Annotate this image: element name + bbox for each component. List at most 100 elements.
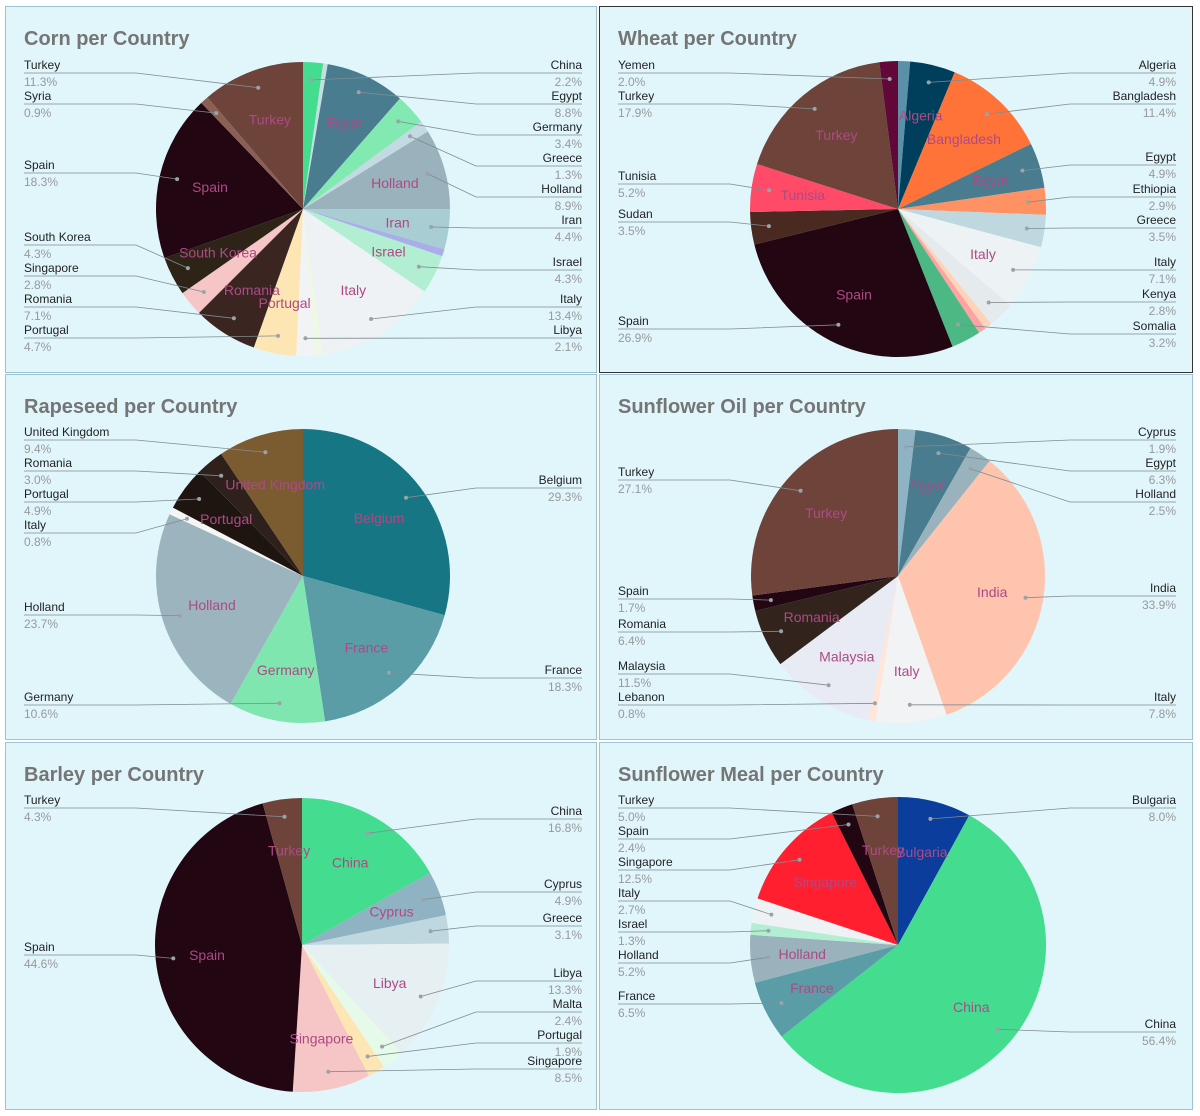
- legend-name: Romania: [24, 456, 72, 470]
- callout-italy: Italy 7.8%: [907, 690, 1176, 721]
- legend-percent: 3.4%: [555, 137, 583, 151]
- callout-dot: [428, 929, 433, 934]
- legend-percent: 56.4%: [1142, 1034, 1176, 1048]
- slice-belgium: [303, 429, 451, 616]
- slice-romania: [755, 576, 898, 665]
- callout-dot: [1020, 168, 1025, 173]
- callout-italy: Italy 13.4%: [369, 292, 582, 323]
- callout-dot: [421, 897, 426, 902]
- slice-label-bangladesh: Bangladesh: [927, 131, 1001, 147]
- callout-spain: Spain 18.3%: [24, 158, 180, 189]
- slice-holland: [898, 448, 990, 576]
- legend-percent: 0.8%: [618, 707, 646, 721]
- pie-slices: [156, 62, 451, 356]
- callout-dot: [956, 322, 960, 327]
- slice-label-algeria: Algeria: [899, 108, 943, 124]
- legend-name: Italy: [24, 518, 46, 532]
- callout-dot: [836, 322, 841, 327]
- slice-tunisia: [749, 163, 898, 213]
- callout-dot: [1023, 595, 1028, 600]
- callout-sudan: Sudan 3.5%: [618, 207, 771, 238]
- legend-name: Sudan: [618, 207, 653, 221]
- callout-dot: [1024, 226, 1029, 231]
- callout-dot: [429, 225, 434, 229]
- slice-other-7: [303, 209, 445, 257]
- callout-greece: Greece 3.5%: [1024, 213, 1177, 244]
- slice-label-egypt: Egypt: [326, 115, 362, 131]
- callout-dot: [1026, 200, 1031, 205]
- slice-other-8: [898, 209, 992, 329]
- callout-romania: Romania 3.0%: [24, 456, 224, 487]
- callout-line: [618, 103, 815, 110]
- callout-dot: [985, 112, 990, 117]
- legend-name: Ethiopia: [1133, 182, 1177, 196]
- chart-title: Sunflower Meal per Country: [618, 764, 884, 786]
- slice-algeria: [898, 61, 955, 209]
- legend-name: Tunisia: [618, 169, 657, 183]
- legend-percent: 5.2%: [618, 965, 646, 979]
- callout-cyprus: Cyprus 4.9%: [421, 877, 582, 908]
- callout-germany: Germany 3.4%: [396, 119, 582, 151]
- legend-name: Romania: [618, 617, 666, 631]
- slice-singapore: [182, 209, 303, 313]
- slice-bangladesh: [898, 72, 1031, 209]
- legend-name: Somalia: [1133, 319, 1177, 333]
- legend-name: India: [1150, 581, 1176, 595]
- slice-romania: [199, 453, 303, 576]
- legend-name: Spain: [618, 584, 649, 598]
- callout-cyprus: Cyprus 1.9%: [903, 425, 1176, 456]
- legend-percent: 17.9%: [618, 106, 652, 120]
- slice-other-10: [303, 209, 323, 356]
- slice-malta: [302, 945, 402, 1067]
- callout-line: [24, 244, 189, 269]
- legend-name: Spain: [618, 314, 649, 328]
- callout-line: [427, 173, 582, 198]
- callout-line: [618, 824, 849, 840]
- slice-sudan: [750, 209, 898, 245]
- legend-percent: 1.3%: [555, 168, 583, 182]
- callout-line: [957, 324, 1176, 335]
- slice-label-tunisia: Tunisia: [780, 187, 825, 203]
- callout-dot: [185, 266, 190, 271]
- slice-united-kingdom: [221, 429, 303, 576]
- callout-holland: Holland 5.2%: [618, 948, 771, 979]
- callout-somalia: Somalia 3.2%: [956, 319, 1176, 350]
- legend-callouts: China 16.8% Cyprus 4.9% Greece 3.1% Libya 13.3%…: [24, 793, 582, 1085]
- legend-name: Holland: [1135, 487, 1176, 501]
- callout-dot: [766, 955, 771, 960]
- callout-china: China 56.4%: [995, 1017, 1176, 1048]
- legend-percent: 11.5%: [618, 676, 651, 690]
- legend-name: Holland: [24, 600, 65, 614]
- legend-name: Israel: [553, 255, 582, 269]
- legend-percent: 2.4%: [555, 1014, 583, 1028]
- slice-egypt: [303, 64, 400, 209]
- slice-south-korea: [164, 209, 303, 294]
- legend-percent: 3.1%: [555, 928, 583, 942]
- pie-chart-barley: Barley per Country China Cyprus Libya Singa…: [24, 764, 582, 1093]
- slice-france: [303, 576, 445, 722]
- callout-line: [618, 324, 839, 330]
- legend-percent: 33.9%: [1142, 598, 1176, 612]
- callout-line: [987, 103, 1176, 115]
- callout-romania: Romania 6.4%: [618, 617, 784, 648]
- callout-line: [24, 103, 217, 114]
- slice-singapore: [292, 945, 369, 1093]
- callout-holland: Holland 23.7%: [24, 600, 182, 631]
- callout-libya: Libya 13.3%: [418, 966, 582, 999]
- legend-name: Greece: [1137, 213, 1177, 227]
- callout-india: India 33.9%: [1023, 581, 1176, 612]
- slice-label-china: China: [953, 999, 990, 1015]
- slice-label-spain: Spain: [189, 947, 225, 963]
- slice-label-italy: Italy: [340, 282, 366, 298]
- legend-percent: 2.1%: [555, 340, 583, 354]
- callout-line: [928, 72, 1176, 83]
- legend-percent: 3.0%: [24, 473, 52, 487]
- callout-line: [24, 275, 204, 293]
- pie-chart-wheat: Wheat per Country Algeria Bangladesh Egypt…: [618, 28, 1177, 357]
- legend-name: China: [1145, 1017, 1177, 1031]
- slice-label-holland: Holland: [778, 946, 825, 962]
- slice-kenya: [898, 209, 1011, 324]
- callout-line: [618, 956, 769, 964]
- slice-label-italy: Italy: [970, 246, 996, 262]
- legend-name: Spain: [24, 940, 55, 954]
